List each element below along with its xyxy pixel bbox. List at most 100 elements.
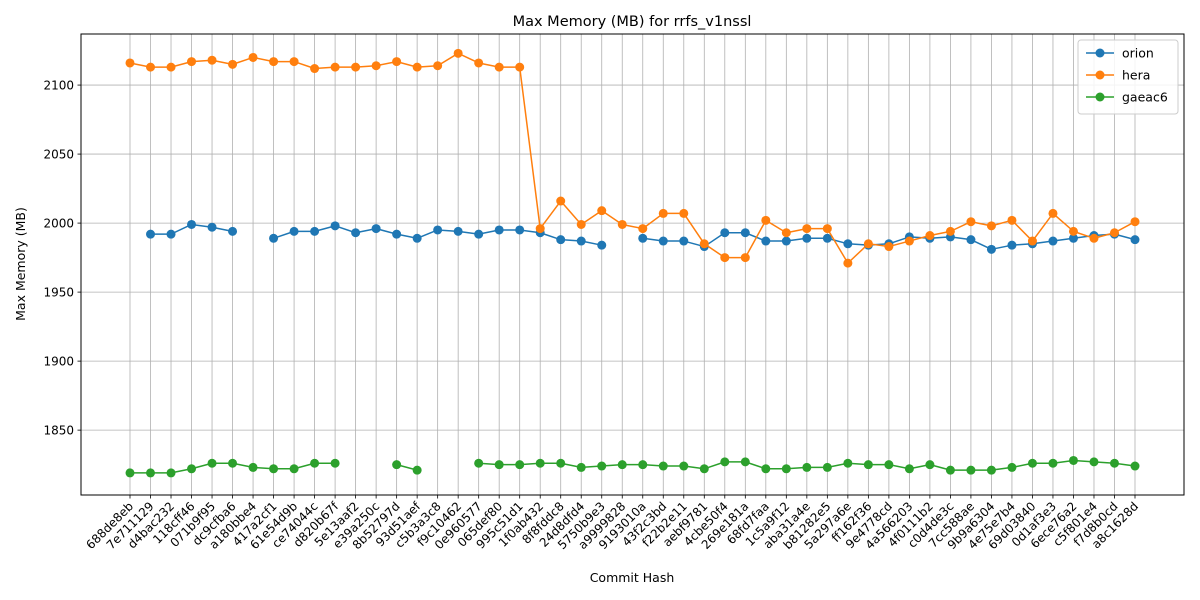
x-axis-label: Commit Hash bbox=[590, 570, 675, 585]
data-point-orion bbox=[1007, 240, 1017, 250]
legend-item-orion: orion bbox=[1086, 46, 1154, 61]
data-point-gaeac6 bbox=[474, 458, 484, 468]
data-point-gaeac6 bbox=[1048, 458, 1058, 468]
data-point-hera bbox=[351, 62, 361, 72]
data-point-orion bbox=[740, 228, 750, 238]
data-point-orion bbox=[494, 225, 504, 235]
data-point-gaeac6 bbox=[904, 464, 914, 474]
data-point-hera bbox=[535, 224, 545, 234]
data-point-hera bbox=[761, 215, 771, 225]
y-tick-label: 2050 bbox=[43, 148, 74, 162]
data-point-hera bbox=[125, 58, 135, 68]
data-point-hera bbox=[371, 61, 381, 71]
data-point-orion bbox=[330, 221, 340, 231]
data-point-hera bbox=[781, 228, 791, 238]
data-point-gaeac6 bbox=[228, 458, 238, 468]
data-point-hera bbox=[638, 224, 648, 234]
data-point-hera bbox=[392, 57, 402, 67]
data-point-hera bbox=[1068, 226, 1078, 236]
data-point-hera bbox=[433, 61, 443, 71]
data-point-gaeac6 bbox=[207, 458, 217, 468]
data-point-gaeac6 bbox=[166, 468, 176, 478]
data-point-gaeac6 bbox=[515, 460, 525, 470]
data-point-orion bbox=[351, 228, 361, 238]
legend-marker bbox=[1095, 70, 1105, 80]
data-point-gaeac6 bbox=[720, 457, 730, 467]
data-point-hera bbox=[412, 62, 422, 72]
data-point-gaeac6 bbox=[576, 462, 586, 472]
legend-item-hera: hera bbox=[1086, 68, 1150, 83]
data-point-orion bbox=[412, 233, 422, 243]
series-hera bbox=[125, 48, 1140, 268]
data-point-orion bbox=[474, 229, 484, 239]
series-layer bbox=[125, 48, 1140, 478]
data-point-hera bbox=[945, 226, 955, 236]
y-axis: 1850 1900 1950 2000 2050 2100 bbox=[43, 79, 81, 438]
data-point-gaeac6 bbox=[1068, 455, 1078, 465]
grid bbox=[81, 34, 1184, 495]
legend-label: gaeac6 bbox=[1122, 90, 1168, 105]
data-point-orion bbox=[453, 226, 463, 236]
y-tick-label: 1950 bbox=[43, 286, 74, 300]
plot-frame bbox=[80, 33, 1185, 496]
data-point-hera bbox=[658, 208, 668, 218]
data-point-gaeac6 bbox=[822, 462, 832, 472]
data-point-orion bbox=[986, 244, 996, 254]
data-point-orion bbox=[289, 226, 299, 236]
data-point-orion bbox=[576, 236, 586, 246]
data-point-orion bbox=[556, 235, 566, 245]
data-point-hera bbox=[863, 239, 873, 249]
data-point-gaeac6 bbox=[761, 464, 771, 474]
chart-title: Max Memory (MB) for rrfs_v1nssl bbox=[513, 14, 752, 30]
data-point-hera bbox=[576, 219, 586, 229]
data-point-hera bbox=[494, 62, 504, 72]
data-point-gaeac6 bbox=[269, 464, 279, 474]
data-point-orion bbox=[1068, 233, 1078, 243]
data-point-gaeac6 bbox=[494, 460, 504, 470]
data-point-gaeac6 bbox=[986, 465, 996, 475]
data-point-orion bbox=[761, 236, 771, 246]
data-point-hera bbox=[679, 208, 689, 218]
data-point-orion bbox=[597, 240, 607, 250]
data-point-hera bbox=[453, 48, 463, 58]
data-point-hera bbox=[556, 196, 566, 206]
data-point-hera bbox=[925, 231, 935, 241]
data-point-hera bbox=[1130, 217, 1140, 227]
data-point-gaeac6 bbox=[556, 458, 566, 468]
series-gaeac6 bbox=[125, 455, 1140, 478]
data-point-hera bbox=[269, 57, 279, 67]
data-point-gaeac6 bbox=[966, 465, 976, 475]
data-point-gaeac6 bbox=[535, 458, 545, 468]
data-point-hera bbox=[699, 239, 709, 249]
y-tick-label: 2000 bbox=[43, 217, 74, 231]
legend-marker bbox=[1095, 92, 1105, 102]
data-point-orion bbox=[515, 225, 525, 235]
data-point-gaeac6 bbox=[802, 462, 812, 472]
data-point-hera bbox=[720, 253, 730, 263]
data-point-gaeac6 bbox=[699, 464, 709, 474]
legend-marker bbox=[1095, 48, 1105, 58]
y-tick-label: 2100 bbox=[43, 79, 74, 93]
data-point-hera bbox=[1089, 233, 1099, 243]
data-point-hera bbox=[822, 224, 832, 234]
data-point-hera bbox=[207, 55, 217, 65]
data-point-hera bbox=[248, 52, 258, 62]
data-point-hera bbox=[986, 221, 996, 231]
data-point-gaeac6 bbox=[740, 457, 750, 467]
data-point-gaeac6 bbox=[863, 460, 873, 470]
data-point-gaeac6 bbox=[1130, 461, 1140, 471]
data-point-gaeac6 bbox=[679, 461, 689, 471]
data-point-orion bbox=[1130, 235, 1140, 245]
data-point-hera bbox=[1027, 236, 1037, 246]
data-point-hera bbox=[515, 62, 525, 72]
y-axis-label: Max Memory (MB) bbox=[13, 207, 28, 321]
data-point-hera bbox=[802, 224, 812, 234]
data-point-hera bbox=[904, 236, 914, 246]
data-point-hera bbox=[1007, 215, 1017, 225]
data-point-hera bbox=[617, 219, 627, 229]
data-point-gaeac6 bbox=[330, 458, 340, 468]
data-point-orion bbox=[781, 236, 791, 246]
data-point-orion bbox=[802, 233, 812, 243]
data-point-gaeac6 bbox=[289, 464, 299, 474]
